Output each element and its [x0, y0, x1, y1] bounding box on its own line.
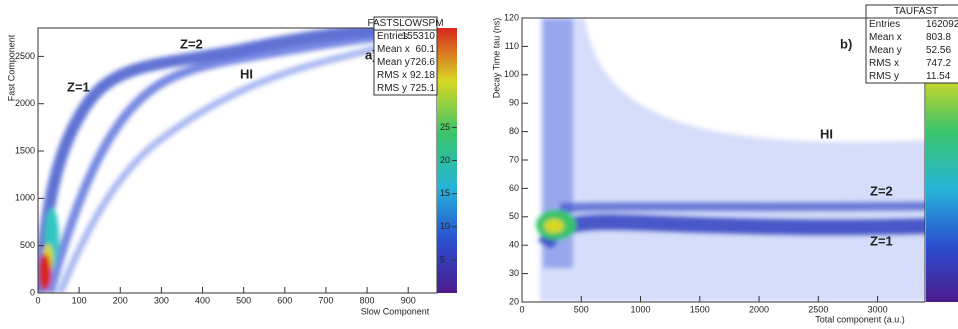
- stats-value: 11.54: [926, 71, 951, 82]
- stats-value: 92.18: [410, 70, 435, 81]
- stats-label: Mean x: [377, 44, 410, 55]
- y-tick-label: 1500: [15, 145, 35, 155]
- x-tick-label: 200: [113, 295, 128, 305]
- z-tick-label: 25: [440, 122, 450, 132]
- z-tick-label: 15: [440, 188, 450, 198]
- stats-value: 726.6: [410, 57, 435, 68]
- y-tick-label: 90: [509, 98, 519, 108]
- stats-label: RMS y: [377, 83, 407, 94]
- stats-label: Mean y: [869, 45, 902, 56]
- z-tick-label: 10: [440, 221, 450, 231]
- stats-label: Entries: [377, 31, 408, 42]
- x-tick-label: 2500: [808, 304, 828, 314]
- x-tick-label: 1000: [631, 304, 651, 314]
- y-tick-label: 110: [505, 41, 519, 51]
- stats-value: 52.56: [926, 45, 951, 56]
- x-tick-label: 300: [154, 295, 169, 305]
- y-tick-label: 70: [509, 154, 519, 164]
- annotation: Z=2: [180, 36, 203, 51]
- stats-value: 60.1: [416, 44, 436, 55]
- stats-label: RMS x: [869, 58, 899, 69]
- x-tick-label: 0: [35, 295, 40, 305]
- stats-title: TAUFAST: [894, 6, 938, 17]
- x-tick-label: 500: [236, 295, 251, 305]
- stats-label: Mean x: [869, 32, 902, 43]
- y-tick-label: 20: [509, 296, 519, 306]
- y-axis-title: Fast Component: [6, 34, 16, 101]
- stats-value: 162092: [926, 19, 958, 30]
- y-tick-label: 40: [509, 240, 519, 250]
- x-tick-label: 2000: [749, 304, 769, 314]
- stats-label: Entries: [869, 19, 900, 30]
- y-tick-label: 50: [509, 211, 519, 221]
- z-tick-label: 20: [440, 155, 450, 165]
- x-axis-title: Total component (a.u.): [815, 314, 905, 324]
- y-tick-label: 500: [20, 240, 35, 250]
- x-axis-title: Slow Component: [361, 306, 430, 316]
- x-tick-label: 1500: [690, 304, 710, 314]
- stats-value: 747.2: [926, 58, 951, 69]
- x-tick-label: 900: [401, 295, 416, 305]
- annotation: HI: [820, 126, 833, 141]
- y-axis-title: Decay Time tau (ns): [491, 18, 501, 99]
- x-tick-label: 600: [277, 295, 292, 305]
- x-tick-label: 700: [318, 295, 333, 305]
- stats-value: 803.8: [926, 32, 951, 43]
- y-tick-label: 100: [504, 69, 519, 79]
- stats-label: RMS y: [869, 71, 899, 82]
- stats-value: 725.1: [410, 83, 435, 94]
- annotation: Z=2: [870, 183, 893, 198]
- y-tick-label: 60: [509, 183, 519, 193]
- y-tick-label: 120: [504, 12, 519, 22]
- stats-label: Mean y: [377, 57, 410, 68]
- y-tick-label: 80: [509, 126, 519, 136]
- x-tick-label: 0: [519, 304, 524, 314]
- y-tick-label: 0: [30, 287, 35, 297]
- x-tick-label: 500: [574, 304, 589, 314]
- density-b: [536, 18, 925, 302]
- y-tick-label: 30: [509, 268, 519, 278]
- annotation: HI: [240, 66, 253, 81]
- panel-label: b): [840, 36, 852, 51]
- stats-title: FASTSLOWSPM: [367, 18, 443, 29]
- y-tick-label: 1000: [15, 193, 35, 203]
- panel-label: a): [365, 47, 377, 62]
- x-tick-label: 800: [360, 295, 375, 305]
- annotation: Z=1: [870, 233, 893, 248]
- z-tick-label: 5: [440, 254, 445, 264]
- x-tick-label: 400: [195, 295, 210, 305]
- annotation: Z=1: [67, 79, 90, 94]
- y-tick-label: 2500: [15, 51, 35, 61]
- y-tick-label: 2000: [15, 98, 35, 108]
- stats-value: 155310: [402, 31, 436, 42]
- stats-label: RMS x: [377, 70, 407, 81]
- x-tick-label: 100: [72, 295, 87, 305]
- x-tick-label: 3000: [868, 304, 888, 314]
